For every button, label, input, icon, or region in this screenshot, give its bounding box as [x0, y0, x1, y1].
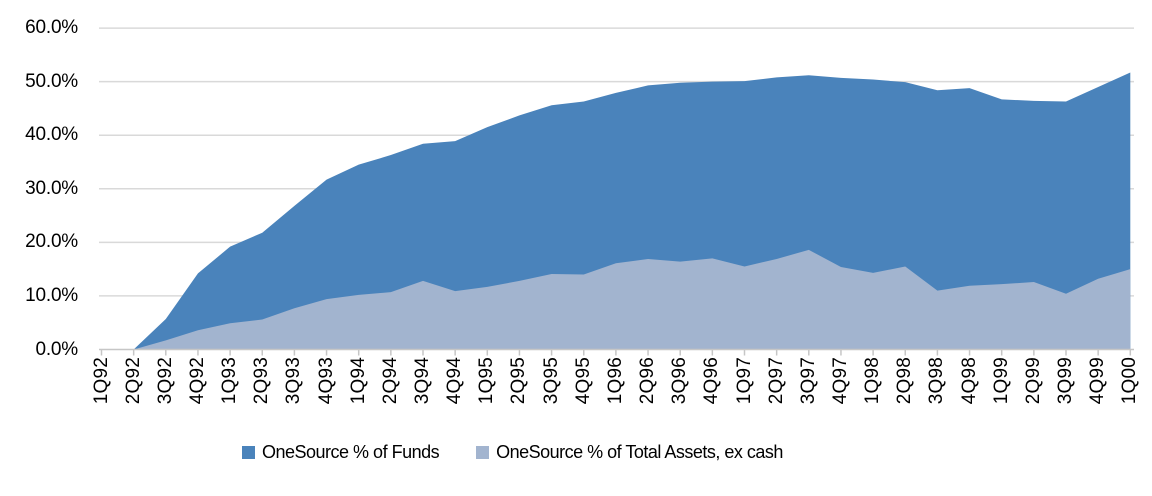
x-axis-label: 2Q99 [1022, 357, 1044, 405]
x-axis-label: 3Q98 [926, 357, 948, 405]
y-axis-label: 30.0% [25, 177, 78, 199]
x-axis-label: 4Q97 [829, 357, 851, 405]
legend: OneSource % of Funds OneSource % of Tota… [242, 441, 783, 463]
y-axis-label: 20.0% [25, 231, 78, 253]
x-axis-label: 4Q93 [315, 357, 337, 405]
y-axis-label: 50.0% [25, 70, 78, 92]
x-axis-label: 2Q97 [765, 357, 787, 405]
total-assets-area [101, 249, 1131, 350]
x-axis-label: 2Q94 [379, 357, 401, 405]
x-axis-label: 1Q95 [476, 357, 498, 405]
legend-swatch-funds-icon [242, 445, 255, 459]
x-axis-label: 1Q97 [733, 357, 755, 405]
x-axis-label: 3Q94 [412, 357, 433, 405]
x-axis-label: 4Q92 [186, 357, 208, 405]
y-axis-label: 10.0% [25, 284, 78, 306]
x-axis-label: 3Q99 [1055, 357, 1076, 405]
x-axis-label: 2Q95 [508, 357, 530, 405]
y-axis-label: 40.0% [25, 124, 78, 146]
x-axis-label: 2Q98 [894, 357, 916, 405]
area-series [101, 72, 1131, 350]
x-axis-label: 4Q95 [572, 357, 594, 405]
y-axis-label: 60.0% [25, 17, 78, 39]
x-axis-label: 1Q93 [219, 357, 241, 405]
x-axis-label: 1Q99 [990, 357, 1012, 405]
x-axis-label: 3Q97 [797, 357, 819, 405]
x-axis-label: 1Q98 [862, 357, 884, 405]
y-axis-label: 0.0% [35, 338, 78, 360]
legend-label-total-assets: OneSource % of Total Assets, ex cash [496, 442, 783, 462]
x-axis-label: 3Q93 [283, 357, 305, 405]
x-axis-label: 3Q92 [154, 357, 176, 405]
x-axis-label: 2Q92 [122, 357, 144, 405]
legend-item-funds: OneSource % of Funds [242, 441, 440, 463]
x-axis-label: 1Q92 [90, 357, 112, 405]
x-axis-label: 2Q93 [251, 357, 273, 405]
x-axis [99, 348, 1134, 356]
x-axis-label: 3Q96 [669, 357, 691, 405]
x-axis-label: 1Q94 [347, 357, 369, 405]
legend-swatch-total-assets-icon [476, 445, 490, 459]
x-axis-label: 1Q96 [604, 357, 626, 405]
x-axis-label: 4Q96 [701, 357, 723, 405]
x-axis-label: 4Q98 [958, 357, 980, 405]
x-axis-label: 3Q95 [540, 357, 562, 405]
x-axis-label: 2Q96 [637, 357, 659, 405]
legend-label-funds: OneSource % of Funds [262, 442, 440, 462]
x-axis-label: 4Q99 [1087, 357, 1109, 405]
x-axis-label: 4Q94 [444, 357, 466, 405]
x-axis-label: 1Q00 [1119, 357, 1141, 405]
legend-item-total-assets: OneSource % of Total Assets, ex cash [476, 441, 783, 463]
